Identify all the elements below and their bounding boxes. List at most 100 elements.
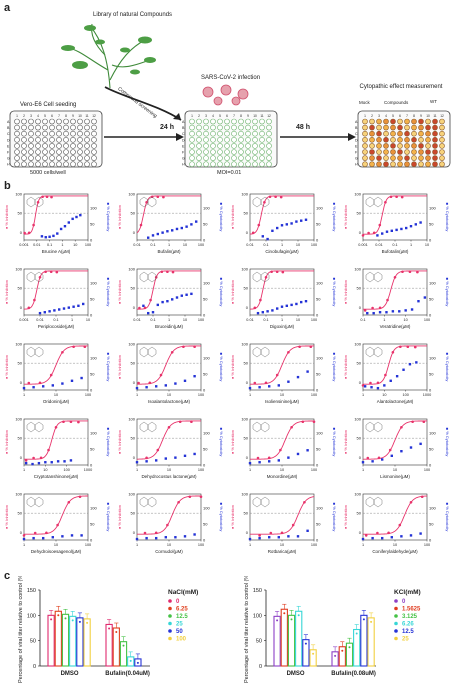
plate-well [42,149,48,155]
y-tick-left: 100 [128,192,135,197]
cytotox-point [361,537,365,541]
y-tick-left: 50 [18,361,23,366]
bar [54,610,62,667]
cytotox-point [67,306,70,309]
inhibition-point [171,270,175,274]
x-tick-label: 1 [136,393,138,397]
inhibition-point [178,420,182,424]
bar-point [86,621,89,624]
cytotox-point [48,310,51,313]
plate-well [28,155,34,161]
plate-well [84,143,90,149]
plate-well [266,161,272,168]
plate-well [42,118,48,125]
cytotox-point [414,223,417,226]
plate-well [196,124,202,131]
cytotox-point [363,385,367,388]
plate-well [35,136,41,143]
x-tick-label: 10 [393,468,397,472]
plate-well [63,161,69,168]
inhibition-point [33,298,36,302]
plate-well [390,118,396,125]
plate-well [189,118,195,125]
plate-well [224,149,230,155]
plate-well [259,143,265,149]
step1-time: 24 h [160,124,175,131]
cytotox-point [395,375,399,378]
plate-well [362,143,368,149]
plate-well [70,124,76,131]
right-axis-label: ■ % Cytotoxicity [219,353,224,382]
inhibition-curve [250,420,315,460]
cytotox-point [277,536,280,539]
plate-well [238,136,244,143]
x-tick-label: 10 [73,243,77,247]
plate-col-number: 6 [226,114,228,118]
cytotox-point [155,536,158,540]
inhibition-point [190,420,193,424]
plate-well [56,118,62,125]
plate-well [238,149,244,155]
cytotox-point [161,231,164,234]
plate-well [397,118,403,125]
plate-well [63,136,69,143]
plate-well [252,124,258,131]
x-axis-label: Bufotalin(μM) [382,249,409,254]
plate-well [70,143,76,149]
plate-well [376,149,382,155]
legend-swatch [394,636,398,641]
plate-well [425,130,431,137]
inhibition-point [400,425,403,429]
cytotox-point [166,300,169,303]
cytotox-point [268,385,271,388]
cytotox-point [156,232,159,236]
plate-col-number: 5 [219,114,221,118]
cytotox-point [390,536,393,539]
x-tick-label: 10 [167,393,171,397]
x-tick-label: 10 [43,468,47,472]
plate-well [77,155,83,161]
plate-row-letter: H [182,163,185,167]
cytotox-point [258,386,261,389]
x-tick-label: 100 [198,318,204,322]
plot-frame [362,418,428,466]
infection-label: SARS-CoV-2 infection [201,75,261,81]
right-axis-label: ■ % Cytotoxicity [445,278,450,307]
y-tick-label: 0 [33,664,36,670]
bar [345,642,354,667]
x-tick-label: 100 [198,468,204,472]
inhibition-point [39,456,43,460]
cytotox-point [276,307,279,310]
x-tick-label: 10 [280,468,284,472]
y-tick-right: 100 [429,205,436,210]
right-axis-label: ■ % Cytotoxicity [332,203,337,232]
legend-swatch [168,621,172,626]
plate-well [49,136,55,143]
right-axis-label: ■ % Cytotoxicity [106,503,111,532]
y-tick-right: 0 [429,313,432,318]
bar [47,614,55,667]
inhibition-point [391,350,395,354]
plate-col-number: 4 [385,114,387,118]
cytotox-point [51,536,54,539]
inhibition-point [33,531,37,535]
plate-col-number: 3 [30,114,32,118]
cytotox-point [67,221,70,224]
cytotox-point [271,229,274,232]
y-tick-label: 100 [253,613,262,619]
cytotox-point [164,536,167,539]
y-tick-left: 100 [128,267,135,272]
plate-well [252,143,258,149]
y-tick-left: 0 [359,305,362,310]
inhibition-point [263,200,266,204]
plate-col-number: 8 [413,114,415,118]
y-tick-right: 0 [203,313,206,318]
inhibition-point [27,381,31,385]
inhibition-point [256,456,260,460]
plate-well [362,155,368,161]
seeding-label: Vero-E6 Cell seeding [20,102,77,108]
x-tick-label: 100 [311,243,317,247]
cytotox-point [400,535,403,538]
bar [309,649,317,667]
y-tick-right: 0 [90,538,93,543]
